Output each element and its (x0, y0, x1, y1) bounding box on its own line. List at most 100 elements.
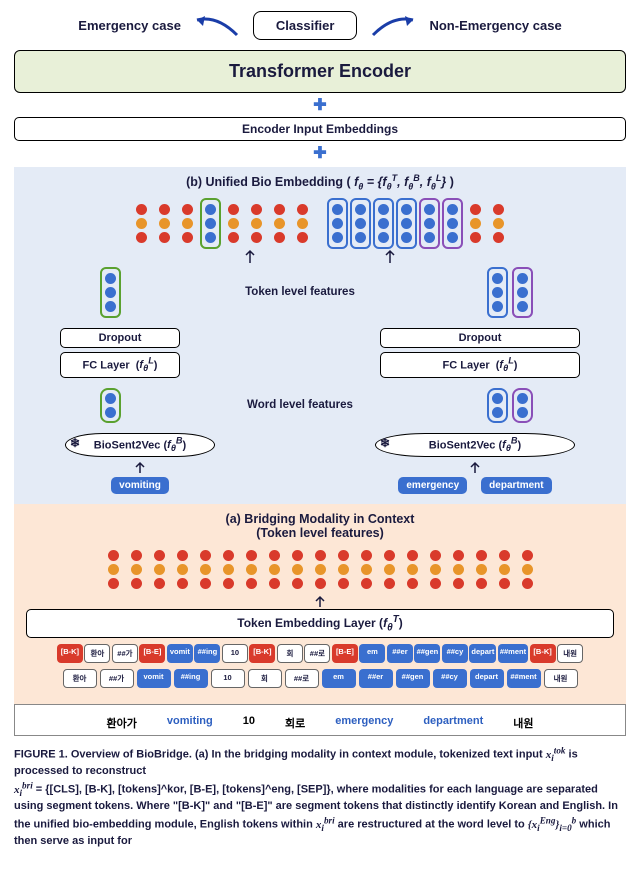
dot-icon (131, 550, 142, 561)
dot-icon (177, 550, 188, 561)
dot-icon (246, 550, 257, 561)
dot-icon (131, 578, 142, 589)
dot-icon (355, 218, 366, 229)
biosent-left-text: BioSent2Vec (fθB) (94, 436, 186, 454)
arrow-right-icon (363, 10, 423, 40)
embedding-stack (195, 544, 216, 595)
dot-icon (378, 232, 389, 243)
word-right-stacks (487, 388, 533, 423)
dot-icon (251, 232, 262, 243)
dot-icon (274, 204, 285, 215)
dot-icon (182, 218, 193, 229)
dot-icon (228, 218, 239, 229)
dot-icon (492, 393, 503, 404)
dot-icon (223, 578, 234, 589)
dot-icon (251, 204, 262, 215)
dot-icon (105, 301, 116, 312)
embedding-stack (512, 267, 533, 318)
plus-icon: ✚ (0, 143, 640, 163)
dot-icon (274, 232, 285, 243)
embedding-stack (396, 198, 417, 249)
classifier-box: Classifier (253, 11, 358, 40)
dot-icon (499, 578, 510, 589)
dot-icon (105, 393, 116, 404)
word-left-stacks (100, 388, 121, 423)
source-row: 환아가vomiting10회로emergencydepartment내원 (17, 715, 623, 731)
up-arrow-icon (20, 595, 620, 607)
word-tag-vomiting: vomiting (111, 477, 169, 494)
segment-token: ##가 (112, 644, 138, 663)
plain-token: ##cy (433, 669, 467, 688)
dot-icon (332, 204, 343, 215)
word-tag-emergency: emergency (398, 477, 467, 494)
dot-icon (407, 578, 418, 589)
dot-icon (424, 232, 435, 243)
embedding-stack (494, 544, 515, 595)
unified-stacks-row (20, 198, 620, 249)
dot-icon (315, 564, 326, 575)
figure-caption: FIGURE 1. Overview of BioBridge. (a) In … (14, 744, 626, 849)
caption-l1: Overview of BioBridge. (a) In the bridgi… (71, 749, 546, 761)
dot-icon (424, 204, 435, 215)
embedding-stack (131, 198, 152, 249)
caption-sym3: {xiEng}i=0b (528, 819, 576, 831)
biosent-right-text: BioSent2Vec (fθB) (429, 436, 521, 454)
embedding-stack (373, 198, 394, 249)
dot-icon (492, 287, 503, 298)
fc-right-box: FC Layer (fθL) (380, 352, 580, 378)
source-word: department (423, 715, 483, 731)
panel-b-title-prefix: (b) Unified Bio Embedding ( (186, 175, 354, 189)
dot-icon (407, 550, 418, 561)
dot-icon (251, 218, 262, 229)
source-word: 10 (243, 715, 255, 731)
segment-token: ##ing (194, 644, 220, 663)
dot-icon (361, 578, 372, 589)
dot-icon (200, 564, 211, 575)
dropout-right-box: Dropout (380, 328, 580, 348)
snowflake-icon: ❄ (380, 436, 390, 450)
plain-token: depart (470, 669, 504, 688)
dot-icon (355, 232, 366, 243)
word-level-row: Word level features (20, 388, 620, 423)
dot-icon (517, 393, 528, 404)
embedding-stack (402, 544, 423, 595)
caption-sym-bri2: xibri (316, 819, 335, 831)
dot-icon (492, 273, 503, 284)
dot-icon (177, 564, 188, 575)
dot-icon (136, 218, 147, 229)
source-word: 환아가 (107, 715, 137, 731)
up-arrow-icon (470, 461, 480, 473)
dot-icon (407, 564, 418, 575)
dot-icon (338, 564, 349, 575)
segment-token: 10 (222, 644, 248, 663)
embedding-stack (419, 198, 440, 249)
embedding-stack (103, 544, 124, 595)
dot-icon (476, 564, 487, 575)
dot-icon (205, 218, 216, 229)
dot-icon (159, 204, 170, 215)
dot-icon (430, 550, 441, 561)
dot-icon (200, 578, 211, 589)
caption-l4: are restructured at the word level to (335, 819, 528, 831)
segment-token: ##cy (442, 644, 468, 663)
plain-token: 회 (248, 669, 282, 688)
dot-icon (447, 218, 458, 229)
embedding-stack (177, 198, 198, 249)
dot-icon (517, 407, 528, 418)
dot-icon (269, 578, 280, 589)
embedding-stack (425, 544, 446, 595)
dot-icon (338, 578, 349, 589)
dot-icon (378, 218, 389, 229)
plain-token: ##로 (285, 669, 319, 688)
token-right-stacks (487, 267, 533, 318)
arrow-left-icon (187, 10, 247, 40)
dot-icon (105, 273, 116, 284)
dot-icon (108, 578, 119, 589)
figure-number: FIGURE 1. (14, 749, 68, 761)
biosent-right-oval: ❄ BioSent2Vec (fθB) (375, 433, 575, 457)
fc-left-box: FC Layer (fθL) (60, 352, 180, 378)
dot-icon (159, 218, 170, 229)
embedding-stack (149, 544, 170, 595)
dot-icon (517, 301, 528, 312)
dot-icon (246, 578, 257, 589)
